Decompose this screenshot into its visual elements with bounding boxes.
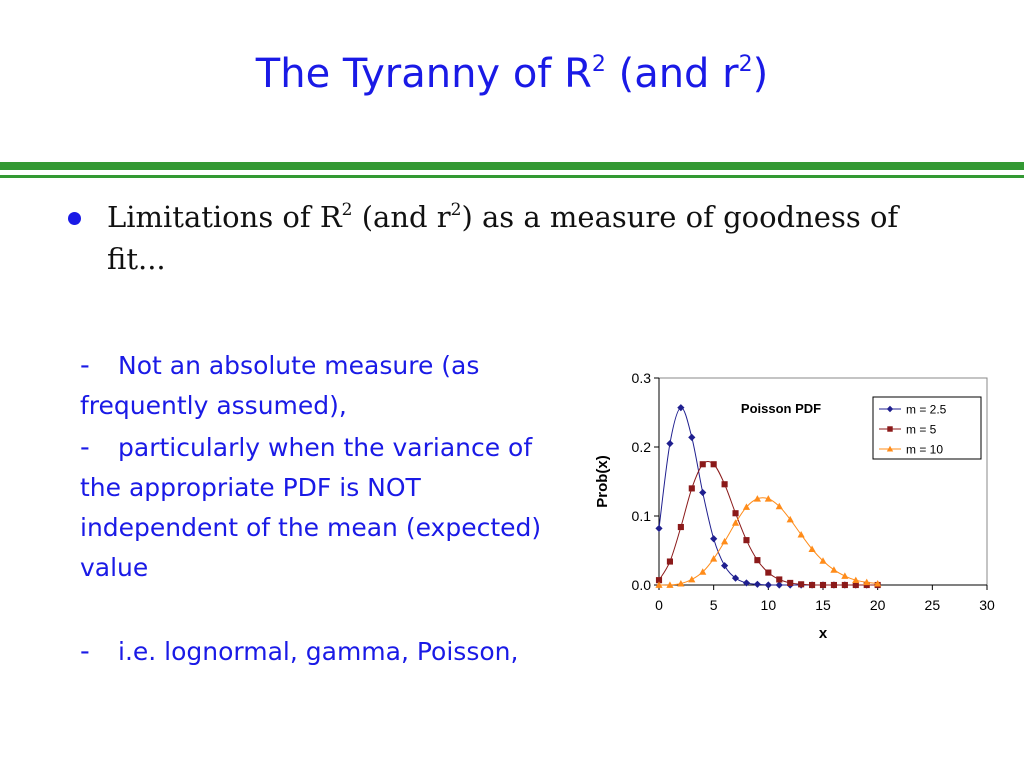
data-point xyxy=(808,545,816,552)
sub-bullet-2: - particularly when the variance of the a… xyxy=(80,428,570,588)
data-point xyxy=(754,557,761,564)
x-tick-label: 15 xyxy=(815,597,831,613)
data-point xyxy=(819,581,827,589)
data-point xyxy=(655,581,663,588)
data-point xyxy=(655,524,663,533)
data-point xyxy=(688,485,695,492)
data-point xyxy=(819,557,827,564)
x-tick-label: 10 xyxy=(761,597,777,613)
data-point xyxy=(655,577,663,584)
data-point xyxy=(775,581,783,589)
data-point xyxy=(677,580,685,587)
data-point xyxy=(841,572,849,579)
data-point xyxy=(764,495,772,502)
title-text-end: ) xyxy=(752,51,769,97)
data-point xyxy=(852,576,860,584)
main-bullet-text: Limitations of R2 (and r2) as a measure … xyxy=(107,196,927,280)
data-point xyxy=(798,581,805,588)
data-point xyxy=(721,537,729,545)
data-point xyxy=(677,523,684,531)
data-point xyxy=(797,531,805,538)
dash-icon: - xyxy=(80,432,90,463)
legend-label: m = 2.5 xyxy=(906,403,947,417)
data-point xyxy=(775,502,783,510)
legend-marker xyxy=(886,445,894,452)
sub-bullet-3: - i.e. lognormal, gamma, Poisson, xyxy=(80,632,570,672)
dash-icon: - xyxy=(80,350,90,381)
x-axis-label: x xyxy=(819,625,828,642)
data-point xyxy=(776,576,783,583)
sub-bullet-text: Not an absolute measure (as frequently a… xyxy=(80,351,480,420)
data-point xyxy=(699,461,706,468)
y-tick-label: 0.3 xyxy=(632,370,652,386)
sub-bullet-text: i.e. lognormal, gamma, Poisson, xyxy=(118,637,519,666)
x-tick-label: 20 xyxy=(870,597,886,613)
title-text-middle: (and r xyxy=(605,51,739,97)
bullet-superscript-2: 2 xyxy=(450,200,462,220)
slide-title: The Tyranny of R2 (and r2) xyxy=(0,44,1024,104)
data-point xyxy=(699,568,707,575)
sub-bullet-1: - Not an absolute measure (as frequently … xyxy=(80,346,570,426)
data-point xyxy=(732,510,739,517)
data-point xyxy=(753,495,761,502)
data-point xyxy=(786,515,794,523)
legend-label: m = 10 xyxy=(906,443,943,457)
bullet-text-start: Limitations of R xyxy=(107,200,342,234)
data-point xyxy=(809,581,816,589)
data-point xyxy=(688,575,696,583)
data-point xyxy=(863,578,871,586)
y-tick-label: 0.0 xyxy=(632,577,652,593)
x-tick-label: 25 xyxy=(925,597,941,613)
legend-label: m = 5 xyxy=(906,423,937,437)
data-point xyxy=(731,519,740,526)
data-point xyxy=(721,481,728,488)
x-tick-label: 0 xyxy=(655,597,663,613)
data-point xyxy=(666,581,674,588)
title-divider-thick xyxy=(0,162,1024,170)
data-point xyxy=(742,579,751,587)
y-tick-label: 0.2 xyxy=(632,439,652,455)
chart-title: Poisson PDF xyxy=(741,401,821,416)
title-superscript-1: 2 xyxy=(591,52,606,77)
data-point xyxy=(787,579,794,586)
data-point xyxy=(666,558,673,565)
title-superscript-2: 2 xyxy=(738,52,753,77)
data-point xyxy=(742,503,751,510)
bullet-superscript-1: 2 xyxy=(341,200,353,220)
poisson-pdf-chart: 0.0 0.1 0.2 0.3 0 5 10 15 20 25 30 x Prob(x) Poisson … xyxy=(594,370,995,642)
bullet-text-middle: (and r xyxy=(352,200,451,234)
data-point xyxy=(710,555,718,562)
data-point xyxy=(874,580,882,587)
data-point xyxy=(765,569,772,576)
sub-bullet-text: particularly when the variance of the ap… xyxy=(80,433,542,582)
title-divider-thin xyxy=(0,175,1024,178)
legend-marker xyxy=(887,426,893,432)
legend-marker xyxy=(886,405,894,413)
title-text: The Tyranny of R xyxy=(255,51,592,97)
data-point xyxy=(830,566,838,573)
y-tick-label: 0.1 xyxy=(632,508,652,524)
data-point xyxy=(743,537,750,544)
data-point xyxy=(852,581,859,589)
data-point xyxy=(841,581,848,589)
y-axis-label: Prob(x) xyxy=(594,455,611,508)
x-tick-label: 5 xyxy=(710,597,718,613)
dash-icon: - xyxy=(80,636,90,667)
x-tick-label: 30 xyxy=(979,597,995,613)
data-point xyxy=(830,581,837,589)
bullet-text-end: ) as a measure of goodness of fit... xyxy=(107,200,899,276)
bullet-dot-icon xyxy=(68,212,81,225)
data-point xyxy=(710,461,717,468)
